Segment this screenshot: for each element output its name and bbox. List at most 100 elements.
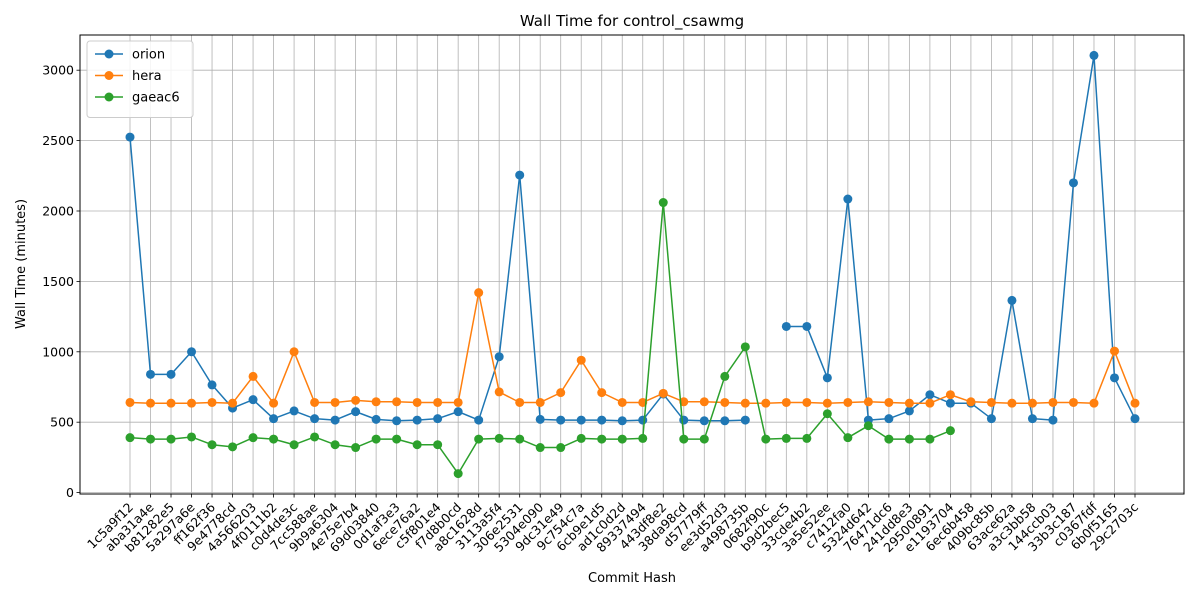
data-point-gaeac6 — [310, 432, 320, 442]
y-tick-label: 0 — [66, 485, 74, 500]
data-point-hera — [228, 398, 238, 408]
data-point-hera — [248, 371, 258, 381]
data-point-orion — [269, 414, 279, 424]
data-point-orion — [1130, 414, 1140, 424]
data-point-orion — [412, 415, 422, 425]
data-point-orion — [638, 415, 648, 425]
data-point-orion — [679, 415, 689, 425]
data-point-orion — [1068, 178, 1078, 188]
data-point-gaeac6 — [330, 440, 340, 450]
data-point-orion — [474, 415, 484, 425]
y-tick-label: 1500 — [42, 274, 74, 289]
data-point-gaeac6 — [904, 434, 914, 444]
data-point-hera — [474, 288, 484, 298]
data-point-orion — [392, 416, 402, 426]
data-point-hera — [761, 398, 771, 408]
data-point-orion — [310, 414, 320, 424]
data-point-hera — [658, 388, 668, 398]
data-point-gaeac6 — [679, 434, 689, 444]
data-point-hera — [576, 355, 586, 365]
data-point-orion — [187, 347, 197, 357]
data-point-gaeac6 — [740, 342, 750, 352]
data-point-gaeac6 — [843, 433, 853, 443]
data-point-hera — [1109, 346, 1119, 356]
data-point-hera — [781, 397, 791, 407]
data-point-orion — [1007, 295, 1017, 305]
legend: orion hera gaeac6 — [86, 40, 194, 118]
data-point-hera — [1068, 397, 1078, 407]
data-point-orion — [884, 414, 894, 424]
data-point-gaeac6 — [453, 469, 463, 479]
data-point-gaeac6 — [617, 434, 627, 444]
data-point-orion — [802, 321, 812, 331]
legend-marker-orion — [104, 49, 114, 59]
data-point-orion — [515, 170, 525, 180]
data-point-hera — [986, 397, 996, 407]
data-point-orion — [330, 415, 340, 425]
data-point-gaeac6 — [207, 440, 217, 450]
data-point-hera — [412, 397, 422, 407]
data-point-hera — [720, 397, 730, 407]
data-point-orion — [720, 416, 730, 426]
data-point-orion — [371, 414, 381, 424]
data-point-orion — [904, 406, 914, 416]
data-point-hera — [330, 397, 340, 407]
data-point-gaeac6 — [535, 443, 545, 453]
data-point-hera — [1048, 397, 1058, 407]
data-point-gaeac6 — [925, 434, 935, 444]
data-point-hera — [1089, 398, 1099, 408]
data-point-hera — [1027, 398, 1037, 408]
data-point-hera — [597, 388, 607, 398]
data-point-hera — [1007, 398, 1017, 408]
data-point-gaeac6 — [699, 434, 709, 444]
data-point-hera — [822, 398, 832, 408]
data-point-hera — [146, 398, 156, 408]
data-point-orion — [125, 132, 135, 142]
data-point-hera — [392, 397, 402, 407]
data-point-hera — [617, 397, 627, 407]
data-point-orion — [146, 369, 156, 379]
legend-label-orion: orion — [132, 48, 165, 63]
data-point-orion — [1027, 414, 1037, 424]
data-point-hera — [515, 397, 525, 407]
data-point-hera — [699, 397, 709, 407]
data-point-gaeac6 — [884, 434, 894, 444]
data-point-hera — [556, 388, 566, 398]
data-point-gaeac6 — [125, 433, 135, 443]
data-point-gaeac6 — [494, 433, 504, 443]
series-gaeac6 — [125, 198, 955, 479]
data-point-hera — [207, 397, 217, 407]
legend-marker-gaeac6 — [104, 92, 114, 102]
y-tick-label: 3000 — [42, 63, 74, 78]
data-point-orion — [207, 380, 217, 390]
y-tick-label: 1000 — [42, 344, 74, 359]
data-point-orion — [1048, 415, 1058, 425]
data-point-orion — [740, 415, 750, 425]
y-axis-title: Wall Time (minutes) — [14, 199, 29, 329]
data-point-hera — [843, 397, 853, 407]
legend-label-hera: hera — [132, 69, 162, 84]
series — [125, 50, 1140, 479]
data-point-hera — [535, 397, 545, 407]
data-point-gaeac6 — [392, 434, 402, 444]
data-point-orion — [617, 416, 627, 426]
data-point-hera — [289, 347, 299, 357]
data-point-hera — [966, 397, 976, 407]
data-point-hera — [453, 397, 463, 407]
data-point-orion — [576, 415, 586, 425]
data-point-gaeac6 — [556, 443, 566, 453]
data-point-orion — [986, 414, 996, 424]
axis-ticks: 1c5a9f12aba31a4eb81282e55a297a6eff162f36… — [42, 63, 1141, 555]
data-point-orion — [535, 414, 545, 424]
data-point-orion — [166, 369, 176, 379]
data-point-gaeac6 — [761, 434, 771, 444]
data-point-hera — [125, 397, 135, 407]
data-point-gaeac6 — [638, 433, 648, 443]
y-tick-label: 2000 — [42, 203, 74, 218]
data-point-gaeac6 — [576, 433, 586, 443]
data-point-orion — [925, 390, 935, 400]
data-point-orion — [556, 415, 566, 425]
data-point-gaeac6 — [187, 432, 197, 442]
data-point-gaeac6 — [822, 409, 832, 419]
